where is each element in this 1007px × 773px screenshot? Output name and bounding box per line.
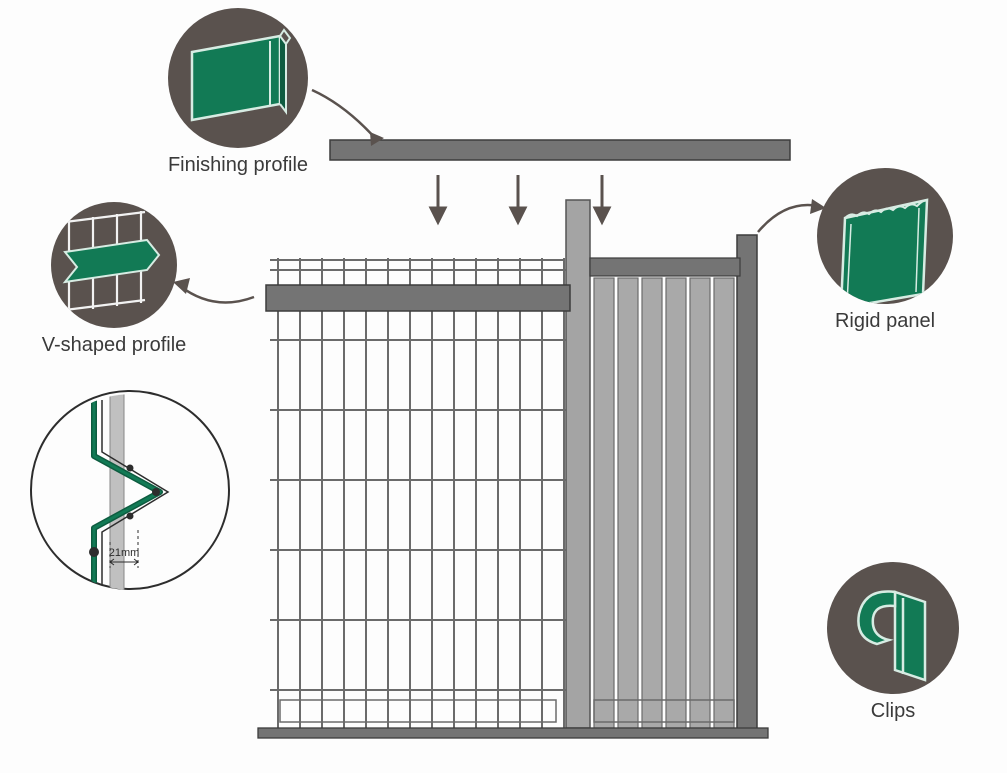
callout-finishing-profile: Finishing profile: [148, 8, 328, 177]
dimension-label: 21mm: [109, 547, 140, 559]
panel-top-rail-right: [590, 258, 740, 276]
arrow-3: [595, 175, 609, 222]
finishing-profile-circle: [168, 8, 308, 148]
arrow-2: [511, 175, 525, 222]
base-rail: [258, 728, 768, 738]
callout-clips: Clips: [818, 562, 968, 723]
callout-rigid-panel: Rigid panel: [805, 168, 965, 333]
clips-label: Clips: [818, 700, 968, 723]
v-shaped-profile-circle: [51, 202, 177, 328]
v-shaped-profile-icon: [51, 202, 177, 328]
wire-mesh: [270, 258, 566, 728]
base-rail-inner-right: [594, 700, 734, 722]
finishing-profile-icon: [168, 8, 308, 148]
top-bar: [330, 140, 790, 160]
rigid-panel-circle: [817, 168, 953, 304]
v-shaped-profile-label: V-shaped profile: [33, 334, 195, 357]
clips-icon: [827, 562, 959, 694]
detail-dimension-svg: 21mm: [32, 392, 232, 592]
clips-circle: [827, 562, 959, 694]
detail-dimension-circle: 21mm: [30, 390, 230, 590]
rigid-panel-slats: [594, 278, 734, 728]
fence-post: [566, 200, 590, 728]
rigid-panel-icon: [817, 168, 953, 304]
right-edge-profile: [737, 235, 757, 735]
arrow-1: [431, 175, 445, 222]
v-profile-rail: [266, 285, 570, 311]
callout-v-shaped-profile: V-shaped profile: [33, 202, 195, 357]
finishing-profile-label: Finishing profile: [148, 154, 328, 177]
rigid-panel-label: Rigid panel: [805, 310, 965, 333]
